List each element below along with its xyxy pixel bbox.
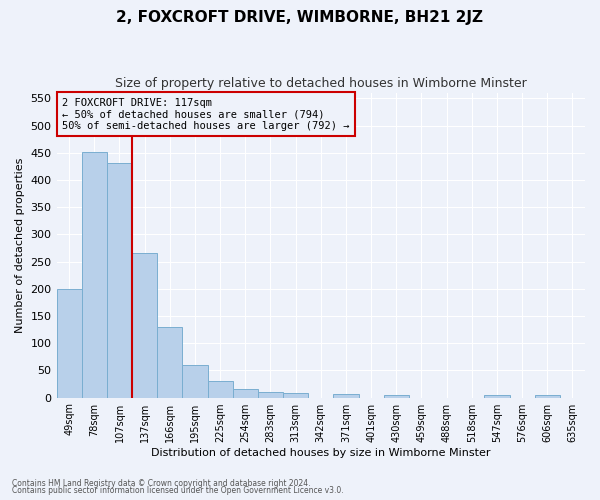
Title: Size of property relative to detached houses in Wimborne Minster: Size of property relative to detached ho… xyxy=(115,78,527,90)
Text: 2 FOXCROFT DRIVE: 117sqm
← 50% of detached houses are smaller (794)
50% of semi-: 2 FOXCROFT DRIVE: 117sqm ← 50% of detach… xyxy=(62,98,349,131)
Text: Contains HM Land Registry data © Crown copyright and database right 2024.: Contains HM Land Registry data © Crown c… xyxy=(12,478,311,488)
Bar xyxy=(383,395,409,398)
Bar xyxy=(258,392,283,398)
Bar xyxy=(107,162,132,398)
Bar xyxy=(334,394,359,398)
Bar xyxy=(208,382,233,398)
Bar xyxy=(283,393,308,398)
Bar xyxy=(535,395,560,398)
Bar xyxy=(157,327,182,398)
Bar xyxy=(182,365,208,398)
Bar xyxy=(233,390,258,398)
X-axis label: Distribution of detached houses by size in Wimborne Minster: Distribution of detached houses by size … xyxy=(151,448,491,458)
Bar xyxy=(132,254,157,398)
Y-axis label: Number of detached properties: Number of detached properties xyxy=(15,158,25,333)
Bar xyxy=(82,152,107,398)
Text: 2, FOXCROFT DRIVE, WIMBORNE, BH21 2JZ: 2, FOXCROFT DRIVE, WIMBORNE, BH21 2JZ xyxy=(116,10,484,25)
Bar xyxy=(56,289,82,398)
Bar xyxy=(484,395,509,398)
Text: Contains public sector information licensed under the Open Government Licence v3: Contains public sector information licen… xyxy=(12,486,344,495)
